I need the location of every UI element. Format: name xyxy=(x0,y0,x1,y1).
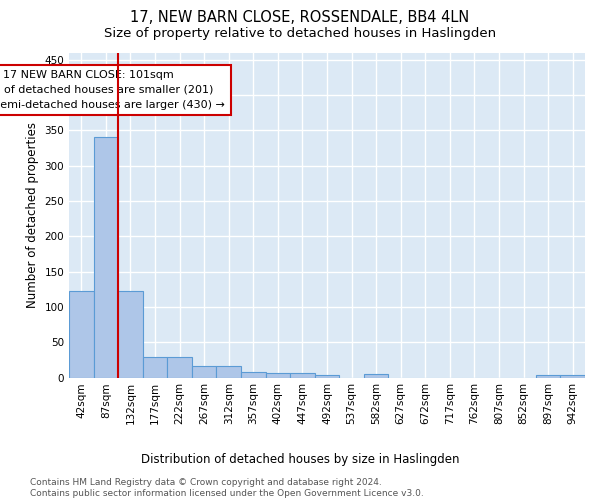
Bar xyxy=(290,374,315,378)
Bar xyxy=(315,374,339,378)
Text: Size of property relative to detached houses in Haslingden: Size of property relative to detached ho… xyxy=(104,28,496,40)
Text: 17, NEW BARN CLOSE, ROSSENDALE, BB4 4LN: 17, NEW BARN CLOSE, ROSSENDALE, BB4 4LN xyxy=(130,10,470,25)
Y-axis label: Number of detached properties: Number of detached properties xyxy=(26,122,39,308)
Bar xyxy=(217,366,241,378)
Bar xyxy=(69,290,94,378)
Bar xyxy=(167,357,192,378)
Bar xyxy=(364,374,388,378)
Bar xyxy=(118,290,143,378)
Bar xyxy=(241,372,266,378)
Bar xyxy=(94,138,118,378)
Bar xyxy=(192,366,217,378)
Bar xyxy=(536,374,560,378)
Text: 17 NEW BARN CLOSE: 101sqm
← 31% of detached houses are smaller (201)
67% of semi: 17 NEW BARN CLOSE: 101sqm ← 31% of detac… xyxy=(0,70,225,110)
Text: Contains HM Land Registry data © Crown copyright and database right 2024.
Contai: Contains HM Land Registry data © Crown c… xyxy=(30,478,424,498)
Text: Distribution of detached houses by size in Haslingden: Distribution of detached houses by size … xyxy=(141,452,459,466)
Bar xyxy=(266,374,290,378)
Bar xyxy=(560,374,585,378)
Bar xyxy=(143,357,167,378)
